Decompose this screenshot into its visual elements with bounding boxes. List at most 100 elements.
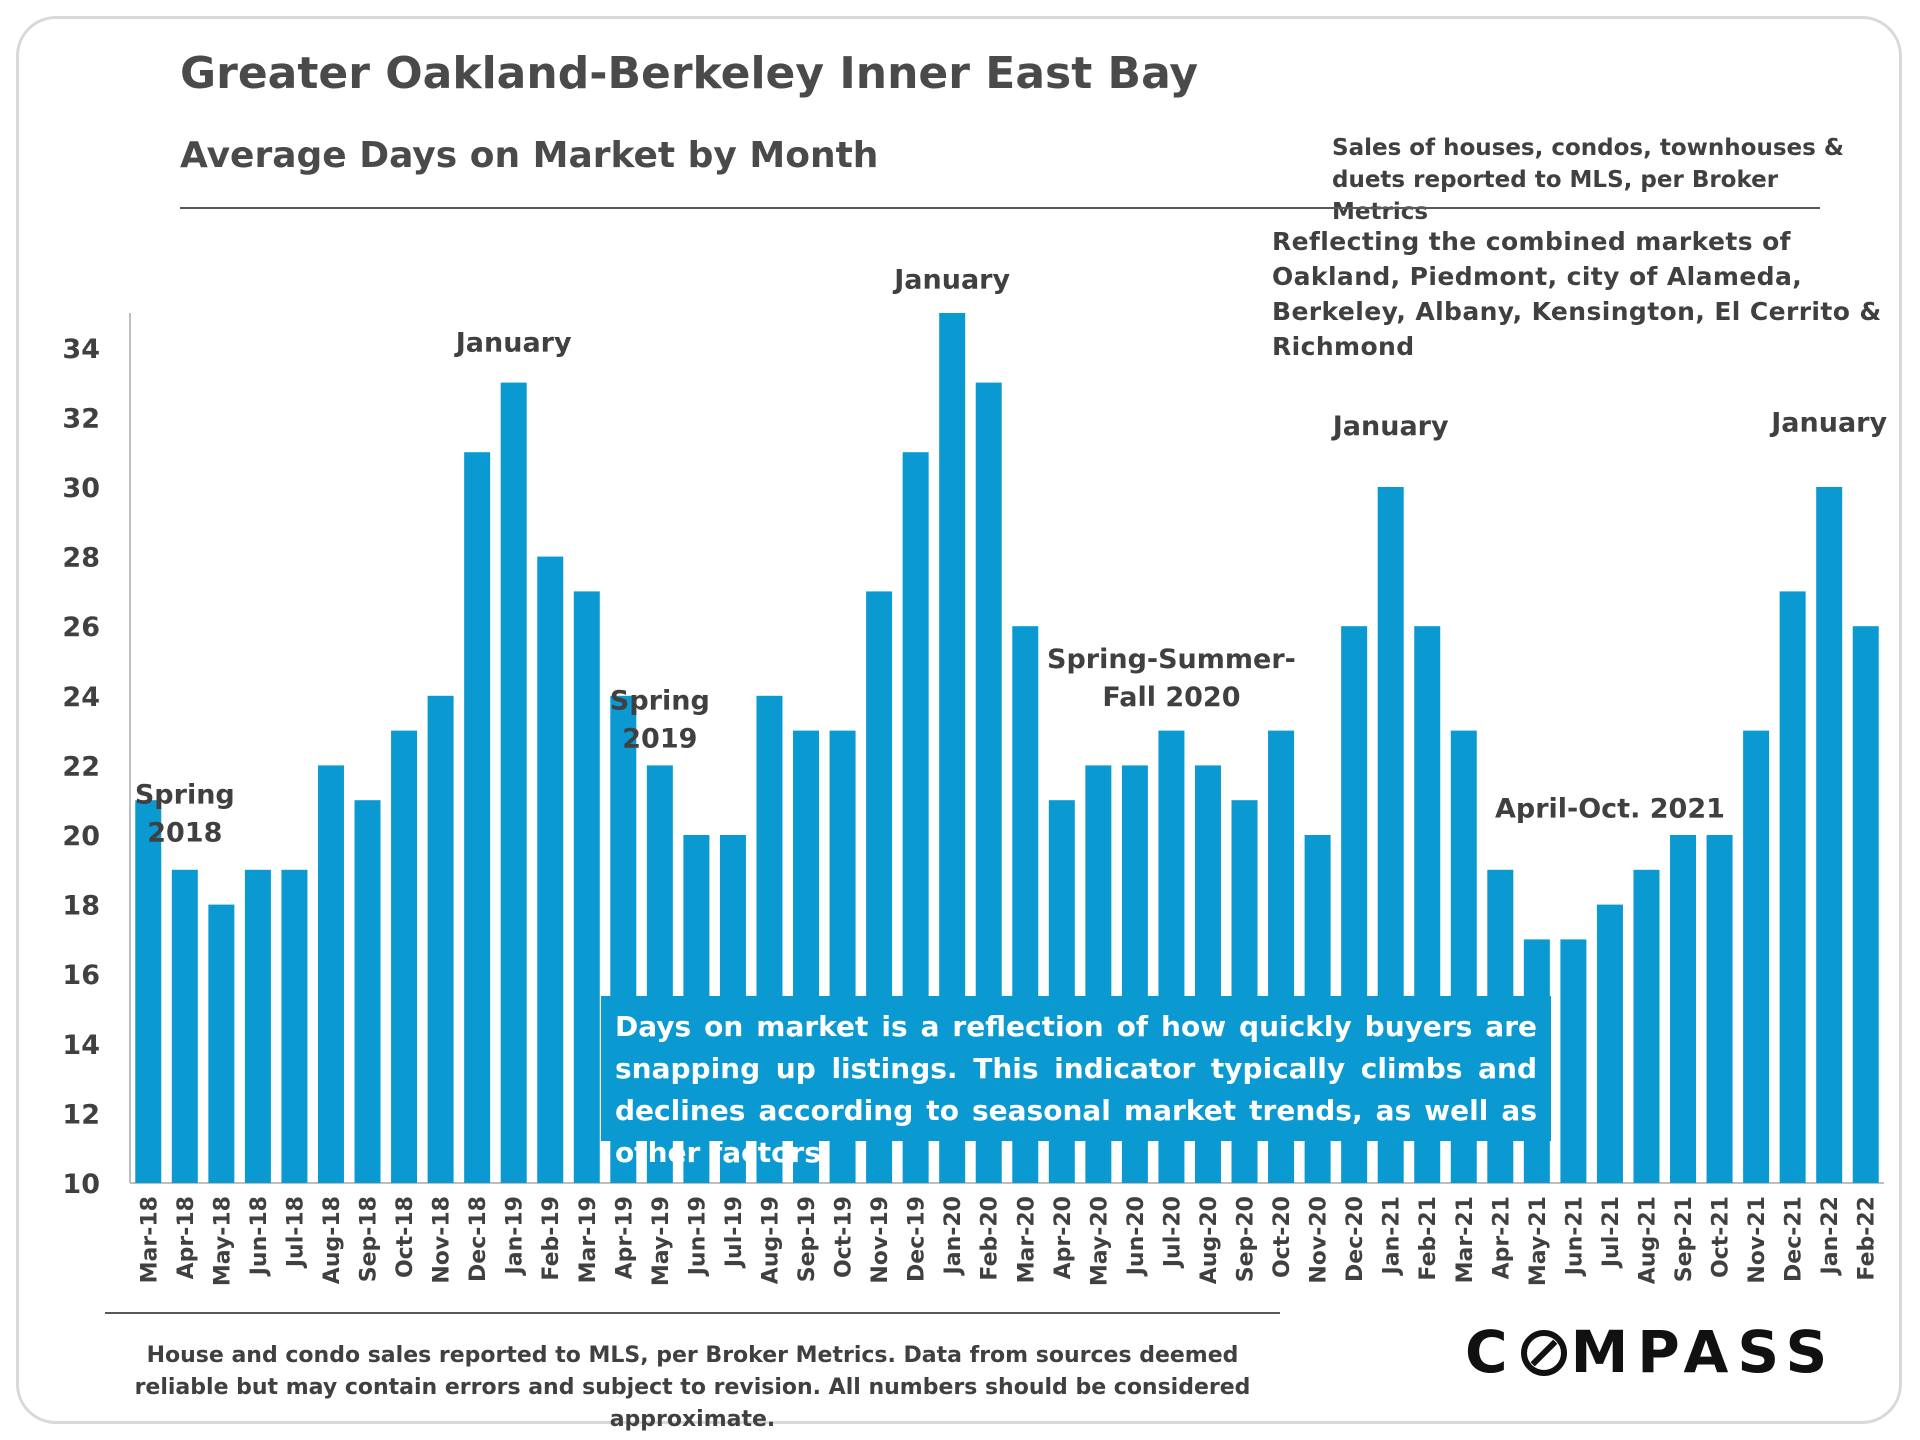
x-tick-label: Jul-19 — [722, 1196, 747, 1269]
bar — [208, 904, 235, 1183]
bar — [427, 695, 454, 1183]
annotation-label: April-Oct. 2021 — [1495, 794, 1725, 825]
y-tick-label: 26 — [62, 612, 100, 643]
annotation-line: April-Oct. 2021 — [1495, 794, 1725, 825]
bar — [135, 800, 162, 1183]
compass-logo: C MPASS — [1465, 1318, 1836, 1386]
x-tick-label: Jul-21 — [1599, 1196, 1624, 1269]
x-tick-label: Aug-21 — [1635, 1196, 1660, 1284]
bar — [354, 800, 381, 1183]
annotation-label: Spring 2019 — [610, 686, 710, 755]
annotation-line: 2019 — [622, 724, 697, 755]
bar — [537, 556, 564, 1183]
page-title: Greater Oakland-Berkeley Inner East Bay — [180, 48, 1199, 99]
x-tick-label: Jun-20 — [1124, 1196, 1149, 1277]
chart-axes — [129, 313, 1884, 1184]
bar — [1633, 869, 1660, 1183]
x-tick-label: Sep-19 — [795, 1196, 820, 1282]
x-tick-label: Jun-21 — [1562, 1196, 1587, 1277]
annotation-label: January — [1769, 407, 1887, 438]
x-tick-label: Feb-22 — [1855, 1196, 1880, 1281]
x-tick-label: Feb-21 — [1416, 1196, 1441, 1281]
chart-tick-labels: 10 12 14 16 18 20 22 24 26 28 30 32 34 Mar-18 Apr-18 Ma… — [62, 334, 1879, 1286]
footer-note: House and condo sales reported to MLS, p… — [134, 1343, 1251, 1432]
annotation-line: January — [1769, 407, 1887, 438]
x-tick-label: Dec-19 — [905, 1196, 930, 1282]
bar — [1670, 835, 1697, 1183]
x-tick-label: May-20 — [1087, 1196, 1112, 1286]
bar — [573, 591, 600, 1183]
x-tick-label: Jan-22 — [1818, 1196, 1843, 1276]
chart-annotations: Spring 2018 January Spring 2019 January Spring… — [135, 265, 1888, 849]
chart-frame — [16, 16, 1902, 1424]
annotation-line: 2018 — [147, 818, 222, 849]
x-tick-label: Nov-21 — [1745, 1196, 1770, 1284]
bar — [1779, 591, 1806, 1183]
source-note: Sales of houses, condos, townhouses & du… — [1332, 135, 1844, 225]
annotation-line: Spring-Summer- — [1047, 644, 1296, 675]
annotation-label: Spring-Summer- Fall 2020 — [1047, 644, 1296, 713]
x-tick-label: Jul-20 — [1160, 1196, 1185, 1269]
x-tick-label: Jan-19 — [503, 1196, 528, 1276]
x-tick-label: Aug-19 — [758, 1196, 783, 1284]
bar — [317, 765, 344, 1183]
bar — [1706, 835, 1733, 1183]
annotation-line: January — [892, 265, 1010, 296]
y-tick-label: 18 — [62, 891, 100, 922]
x-tick-label: Oct-18 — [393, 1196, 418, 1278]
x-tick-label: May-19 — [649, 1196, 674, 1286]
y-tick-label: 12 — [62, 1099, 100, 1130]
x-tick-label: Nov-20 — [1307, 1196, 1332, 1284]
x-tick-label: Dec-21 — [1782, 1196, 1807, 1282]
x-tick-label: Sep-20 — [1234, 1196, 1259, 1282]
x-tick-label: Sep-21 — [1672, 1196, 1697, 1282]
x-tick-label: Jun-18 — [247, 1196, 272, 1277]
x-tick-label: Mar-20 — [1014, 1196, 1039, 1283]
y-tick-label: 32 — [62, 403, 100, 434]
annotation-label: Spring 2018 — [135, 780, 235, 849]
x-tick-label: Mar-21 — [1453, 1196, 1478, 1283]
y-tick-label: 14 — [62, 1030, 100, 1061]
x-tick-label: Jan-21 — [1380, 1196, 1405, 1276]
bar — [464, 452, 491, 1183]
x-tick-label: Mar-18 — [137, 1196, 162, 1283]
bar — [281, 869, 308, 1183]
x-tick-label: Aug-20 — [1197, 1196, 1222, 1284]
y-tick-label: 22 — [62, 751, 100, 782]
bar — [500, 382, 527, 1184]
x-tick-label: Dec-18 — [466, 1196, 491, 1282]
annotation-line: Spring — [135, 780, 235, 811]
annotation-line: January — [454, 327, 572, 358]
footer-divider — [105, 1312, 1280, 1314]
annotation-line: Spring — [610, 686, 710, 717]
x-tick-label: Jan-20 — [941, 1196, 966, 1276]
annotation-line: January — [1331, 411, 1449, 442]
logo-text-start: C — [1465, 1318, 1517, 1386]
bar — [391, 730, 418, 1183]
x-tick-label: Apr-21 — [1489, 1196, 1514, 1279]
compass-icon — [1520, 1330, 1567, 1376]
x-tick-label: Apr-19 — [612, 1196, 637, 1279]
x-tick-label: Aug-18 — [320, 1196, 345, 1284]
bar — [171, 869, 198, 1183]
x-tick-label: Dec-20 — [1343, 1196, 1368, 1282]
annotation-line: Fall 2020 — [1102, 682, 1240, 713]
callout-box: Days on market is a reflection of how qu… — [601, 996, 1551, 1169]
y-tick-label: 30 — [62, 473, 100, 504]
bar — [1852, 626, 1879, 1183]
market-note: Reflecting the combined markets of Oakla… — [1272, 227, 1882, 361]
x-tick-label: Oct-20 — [1270, 1196, 1295, 1278]
bar — [1743, 730, 1770, 1183]
y-tick-label: 10 — [62, 1169, 100, 1200]
x-tick-label: May-21 — [1526, 1196, 1551, 1286]
y-tick-label: 34 — [62, 334, 100, 365]
annotation-label: January — [454, 327, 572, 358]
x-tick-label: Feb-20 — [978, 1196, 1003, 1281]
x-tick-label: Jul-18 — [283, 1196, 308, 1269]
y-tick-label: 24 — [62, 682, 100, 713]
x-tick-label: Oct-19 — [832, 1196, 857, 1278]
logo-text-end: MPASS — [1570, 1318, 1837, 1386]
x-tick-label: Feb-19 — [539, 1196, 564, 1281]
y-tick-label: 16 — [62, 960, 100, 991]
